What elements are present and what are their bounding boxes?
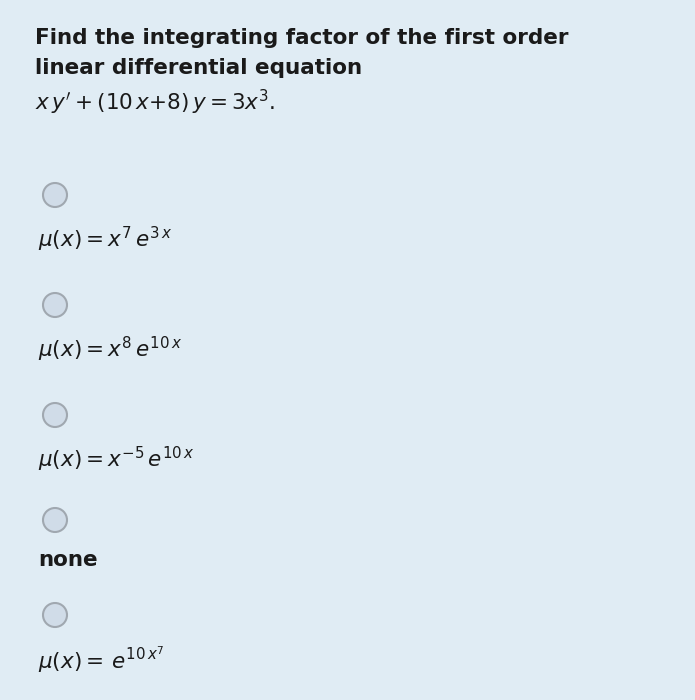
Text: $\mu(x) = x^7\, e^{3\, x}$: $\mu(x) = x^7\, e^{3\, x}$ [38, 225, 172, 254]
Text: linear differential equation: linear differential equation [35, 58, 362, 78]
Circle shape [43, 508, 67, 532]
Text: $x\,y' + (10\,x{+}8)\,y = 3x^3.$: $x\,y' + (10\,x{+}8)\,y = 3x^3.$ [35, 88, 275, 117]
Text: Find the integrating factor of the first order: Find the integrating factor of the first… [35, 28, 569, 48]
Circle shape [43, 603, 67, 627]
Text: $\mu(x) =\, e^{10\, x^7}$: $\mu(x) =\, e^{10\, x^7}$ [38, 645, 165, 676]
Text: $\mu(x) = x^8\, e^{10\, x}$: $\mu(x) = x^8\, e^{10\, x}$ [38, 335, 182, 364]
Circle shape [43, 293, 67, 317]
Circle shape [43, 183, 67, 207]
Text: none: none [38, 550, 97, 570]
Text: $\mu(x) = x^{-5}\, e^{10\, x}$: $\mu(x) = x^{-5}\, e^{10\, x}$ [38, 445, 195, 474]
Circle shape [43, 403, 67, 427]
